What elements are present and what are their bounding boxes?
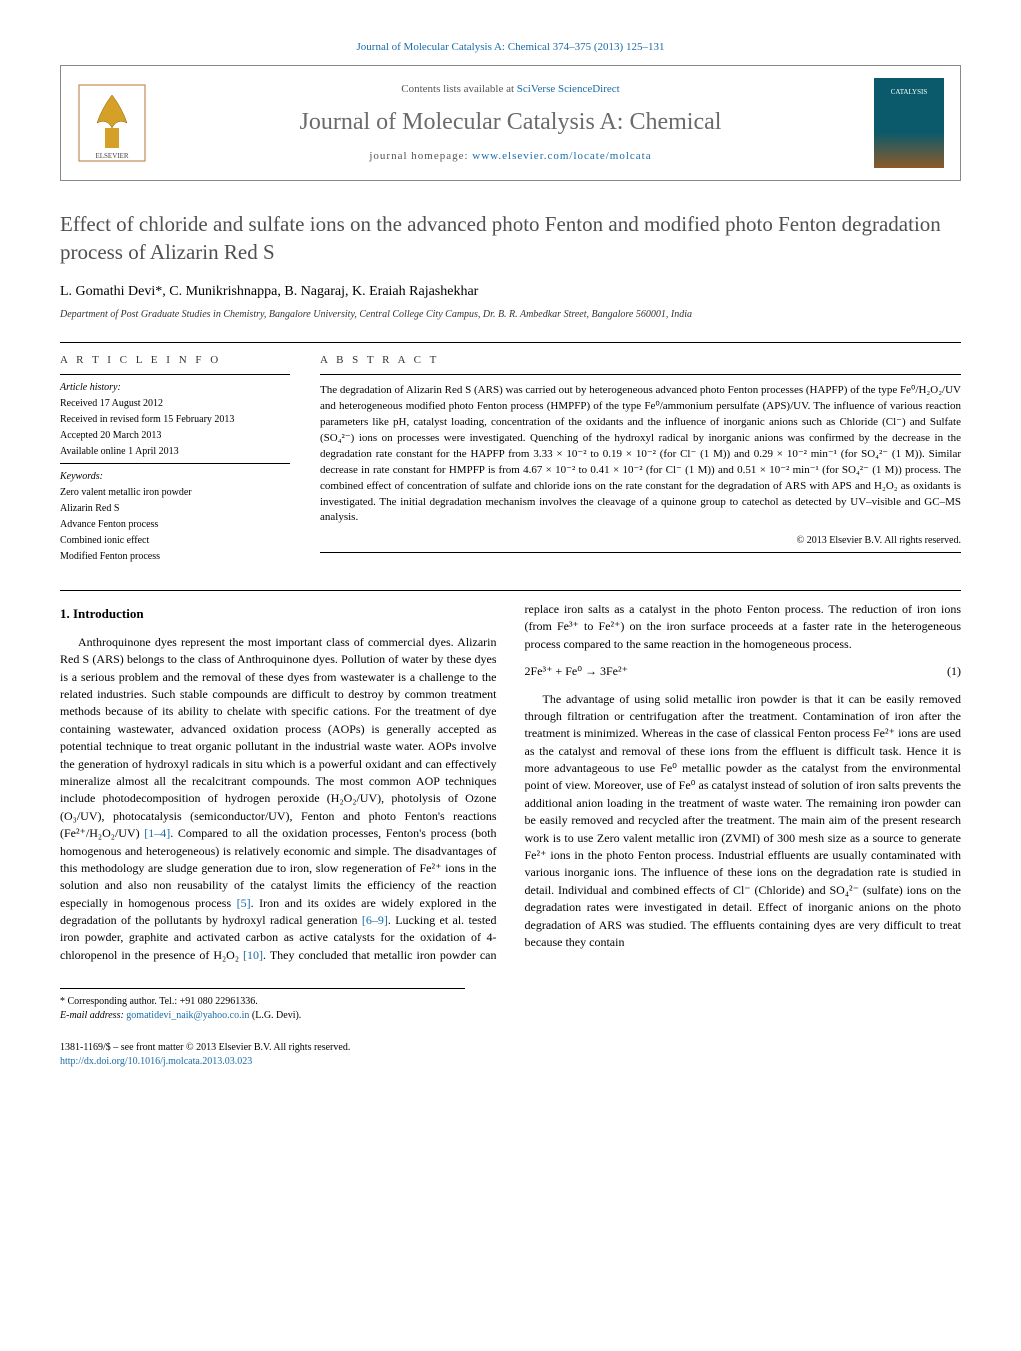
article-info-block: A R T I C L E I N F O Article history: R… (60, 353, 290, 566)
journal-header-box: ELSEVIER Contents lists available at Sci… (60, 65, 961, 181)
thin-rule (60, 374, 290, 375)
abstract-heading: A B S T R A C T (320, 353, 961, 368)
p2a-text: radical generation (270, 913, 362, 927)
keyword: Modified Fenton process (60, 550, 290, 564)
history-revised: Received in revised form 15 February 201… (60, 413, 290, 427)
body-two-column: 1. Introduction Anthroquinone dyes repre… (60, 601, 961, 964)
abstract-block: A B S T R A C T The degradation of Aliza… (320, 353, 961, 566)
sciencedirect-link[interactable]: SciVerse ScienceDirect (517, 83, 620, 95)
email-link[interactable]: gomatidevi_naik@yahoo.co.in (126, 1010, 249, 1021)
cover-text: CATALYSIS (891, 88, 927, 96)
equation-row: 2Fe³⁺ + Fe⁰ → 3Fe²⁺ (1) (525, 663, 962, 680)
footer-meta: 1381-1169/$ – see front matter © 2013 El… (60, 1041, 961, 1069)
svg-text:ELSEVIER: ELSEVIER (95, 152, 128, 160)
abstract-text: The degradation of Alizarin Red S (ARS) … (320, 383, 961, 526)
equation-number: (1) (947, 663, 961, 680)
journal-homepage-line: journal homepage: www.elsevier.com/locat… (167, 149, 854, 164)
journal-reference-header: Journal of Molecular Catalysis A: Chemic… (60, 40, 961, 55)
keyword: Zero valent metallic iron powder (60, 486, 290, 500)
divider (60, 342, 961, 343)
citation-link[interactable]: [1–4] (144, 826, 170, 840)
p1-text: Anthroquinone dyes represent the most im… (60, 635, 497, 840)
homepage-link[interactable]: www.elsevier.com/locate/molcata (472, 150, 651, 162)
thin-rule (320, 374, 961, 375)
keywords-label: Keywords: (60, 470, 290, 484)
journal-name: Journal of Molecular Catalysis A: Chemic… (167, 106, 854, 140)
corr-author-email-line: E-mail address: gomatidevi_naik@yahoo.co… (60, 1009, 465, 1023)
affiliation: Department of Post Graduate Studies in C… (60, 308, 961, 322)
doi-link[interactable]: http://dx.doi.org/10.1016/j.molcata.2013… (60, 1056, 252, 1067)
journal-cover-thumbnail: CATALYSIS (874, 78, 944, 168)
homepage-prefix: journal homepage: (369, 150, 472, 162)
history-online: Available online 1 April 2013 (60, 445, 290, 459)
authors-line: L. Gomathi Devi*, C. Munikrishnappa, B. … (60, 282, 961, 302)
equation: 2Fe³⁺ + Fe⁰ → 3Fe²⁺ (525, 663, 628, 680)
issn-copyright-line: 1381-1169/$ – see front matter © 2013 El… (60, 1041, 961, 1055)
keyword: Combined ionic effect (60, 534, 290, 548)
header-center: Contents lists available at SciVerse Sci… (167, 82, 854, 164)
elsevier-logo: ELSEVIER (77, 83, 147, 163)
section-heading-introduction: 1. Introduction (60, 605, 497, 624)
corr-author-tel: * Corresponding author. Tel.: +91 080 22… (60, 995, 465, 1009)
citation-link[interactable]: [10] (243, 948, 263, 962)
history-received: Received 17 August 2012 (60, 397, 290, 411)
history-label: Article history: (60, 381, 290, 395)
body-paragraph: The advantage of using solid metallic ir… (525, 691, 962, 952)
contents-available-line: Contents lists available at SciVerse Sci… (167, 82, 854, 97)
article-info-heading: A R T I C L E I N F O (60, 353, 290, 368)
abstract-copyright: © 2013 Elsevier B.V. All rights reserved… (320, 534, 961, 548)
contents-prefix: Contents lists available at (401, 83, 516, 95)
email-suffix: (L.G. Devi). (249, 1010, 301, 1021)
corresponding-author-footer: * Corresponding author. Tel.: +91 080 22… (60, 988, 465, 1023)
thin-rule (320, 552, 961, 553)
thin-rule (60, 463, 290, 464)
info-abstract-row: A R T I C L E I N F O Article history: R… (60, 353, 961, 566)
email-label: E-mail address: (60, 1010, 126, 1021)
keyword: Advance Fenton process (60, 518, 290, 532)
citation-link[interactable]: [6–9] (362, 913, 388, 927)
divider (60, 590, 961, 591)
article-title: Effect of chloride and sulfate ions on t… (60, 211, 961, 266)
keyword: Alizarin Red S (60, 502, 290, 516)
citation-link[interactable]: [5] (237, 896, 251, 910)
history-accepted: Accepted 20 March 2013 (60, 429, 290, 443)
